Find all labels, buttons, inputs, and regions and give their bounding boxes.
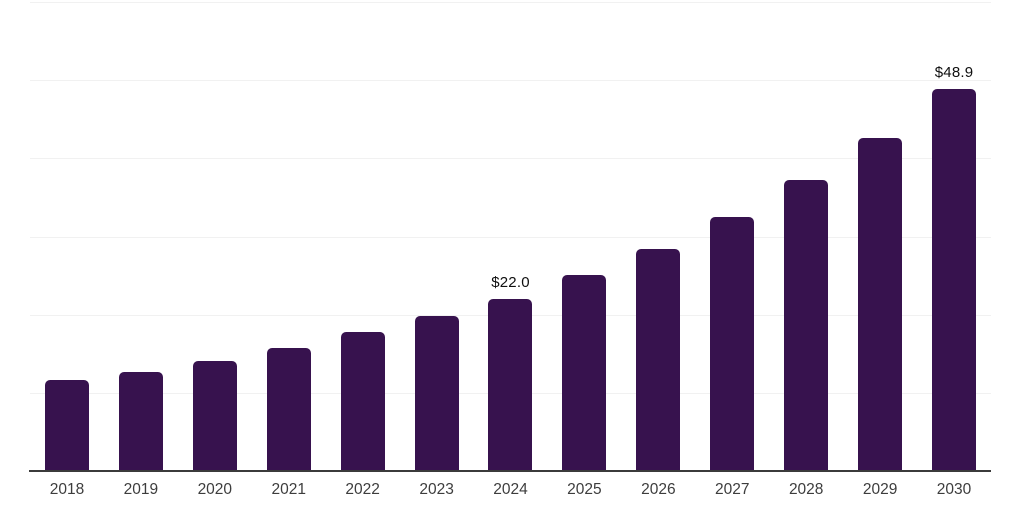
gridline bbox=[30, 158, 991, 160]
x-axis-label: 2021 bbox=[271, 481, 306, 498]
bar-slot bbox=[178, 2, 252, 471]
bar-slot bbox=[769, 2, 843, 471]
bar bbox=[192, 360, 237, 471]
bar-slot: $22.0 bbox=[474, 2, 548, 471]
x-axis-label: 2018 bbox=[49, 481, 85, 498]
bars-group: $22.0 $48.9 bbox=[30, 2, 991, 471]
x-axis-label: 2030 bbox=[936, 481, 972, 498]
bar bbox=[44, 380, 89, 471]
bar-slot bbox=[843, 2, 917, 471]
bar-value-label: $22.0 bbox=[491, 274, 530, 292]
x-axis-label: 2027 bbox=[715, 481, 750, 498]
bar bbox=[266, 347, 311, 471]
bar-slot bbox=[400, 2, 474, 471]
x-axis-label: 2026 bbox=[641, 481, 676, 498]
bar bbox=[118, 371, 163, 471]
bar-slot bbox=[30, 2, 104, 471]
x-axis-line bbox=[29, 470, 991, 472]
bar bbox=[562, 274, 607, 471]
gridline bbox=[30, 2, 991, 3]
bar bbox=[710, 216, 755, 471]
x-axis-label: 2029 bbox=[862, 481, 898, 498]
bar bbox=[636, 249, 681, 471]
bar bbox=[784, 180, 829, 471]
gridline bbox=[30, 236, 991, 238]
x-axis-label: 2022 bbox=[345, 481, 380, 498]
bar-value-label: $48.9 bbox=[934, 63, 974, 81]
x-axis-label: 2023 bbox=[419, 481, 454, 498]
x-axis-labels-group: 2018 2019 2020 2021 2022 2023 2024 2025 2026 2027… bbox=[30, 481, 991, 499]
bar-slot: $48.9 bbox=[917, 2, 991, 471]
x-axis-label: 2028 bbox=[788, 481, 824, 498]
x-axis-label: 2020 bbox=[197, 481, 233, 498]
plot-area: $22.0 $48.9 bbox=[29, 2, 991, 472]
x-axis-label: 2025 bbox=[567, 481, 602, 498]
bar-slot bbox=[695, 2, 769, 471]
x-axis-label: 2019 bbox=[123, 481, 159, 498]
bar bbox=[488, 299, 533, 471]
gridline bbox=[30, 80, 991, 82]
bar bbox=[414, 316, 459, 471]
x-axis-label: 2024 bbox=[493, 481, 528, 498]
bar bbox=[858, 138, 903, 471]
bar-slot bbox=[621, 2, 695, 471]
bar-slot bbox=[252, 2, 326, 471]
bar bbox=[932, 88, 977, 471]
bar-slot bbox=[547, 2, 621, 471]
bar-slot bbox=[104, 2, 178, 471]
bar-slot bbox=[326, 2, 400, 471]
bar bbox=[340, 331, 385, 471]
